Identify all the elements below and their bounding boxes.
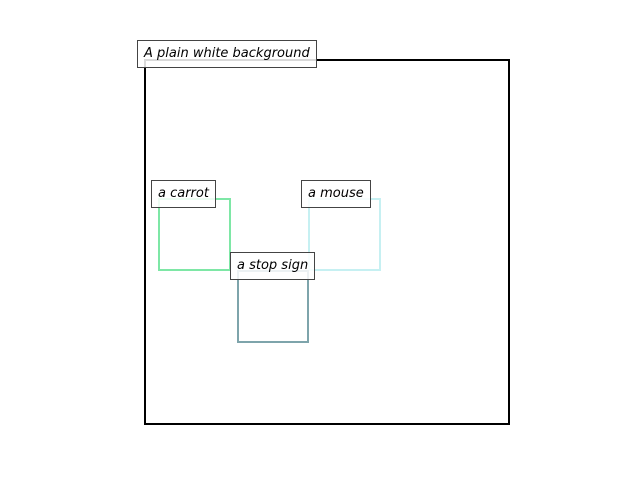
mouse-label: a mouse <box>301 180 371 208</box>
stop-sign-box <box>237 270 309 343</box>
background-label: A plain white background <box>137 40 317 68</box>
stop-sign-label: a stop sign <box>230 252 316 280</box>
carrot-label: a carrot <box>151 180 216 208</box>
background-frame <box>144 59 510 425</box>
carrot-box <box>158 198 231 271</box>
mouse-box <box>308 198 381 271</box>
